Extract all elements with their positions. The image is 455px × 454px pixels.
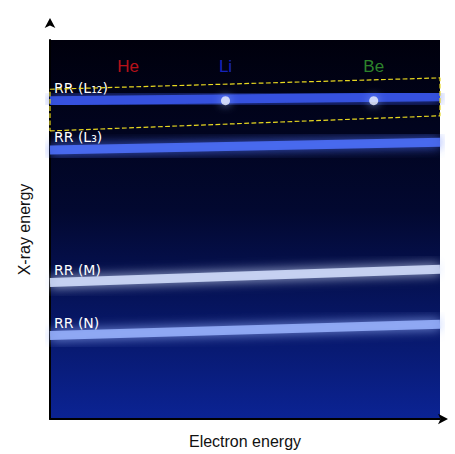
svg-text:X-ray energy: X-ray energy xyxy=(16,184,33,276)
svg-text:Be: Be xyxy=(363,57,384,76)
svg-text:He: He xyxy=(117,57,139,76)
svg-text:RR (L₃): RR (L₃) xyxy=(54,129,102,145)
svg-text:Electron energy: Electron energy xyxy=(189,433,301,450)
svg-text:RR (N): RR (N) xyxy=(54,315,99,331)
svg-text:RR (L₁₂): RR (L₁₂) xyxy=(54,80,108,96)
svg-text:Li: Li xyxy=(219,57,232,76)
svg-text:RR (M): RR (M) xyxy=(54,262,101,278)
